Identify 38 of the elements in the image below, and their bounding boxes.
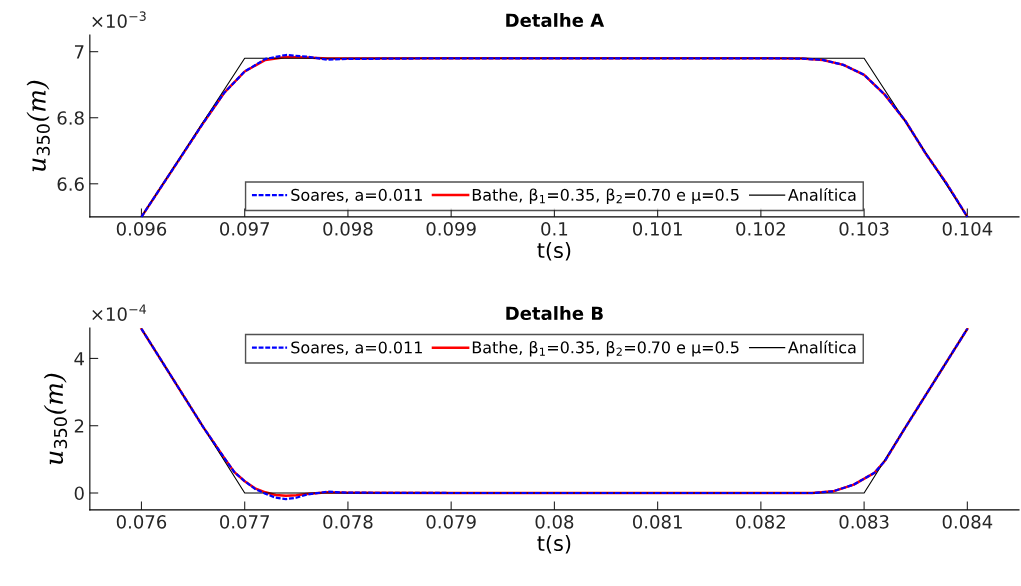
x-axis-title: t(s) xyxy=(537,534,571,554)
y-tick-label: 7 xyxy=(74,45,84,59)
legend-label: Bathe, β$_{1}$=0.35, β$_{2}$=0.70 e μ=0.5 xyxy=(472,188,739,204)
x-tick-label: 0.099 xyxy=(426,222,476,236)
x-tick-label: 0.096 xyxy=(116,222,167,236)
chart-title: Detalhe B xyxy=(506,306,603,321)
y-axis-title: u$_{350}$(m) xyxy=(26,80,50,172)
y-tick-label: 6.8 xyxy=(57,111,84,125)
y-axis-title: u$_{350}$(m) xyxy=(43,373,68,465)
y-tick-label: 4 xyxy=(74,352,84,366)
legend-label: Analítica xyxy=(788,187,856,201)
y-tick-label: 2 xyxy=(74,419,84,433)
x-tick-label: 0.097 xyxy=(220,222,269,236)
x-tick-label: 0.082 xyxy=(736,515,785,529)
x-tick-label: 0.098 xyxy=(323,222,373,236)
legend-label: Bathe, β$_{1}$=0.35, β$_{2}$=0.70 e μ=0.5 xyxy=(472,340,739,357)
x-tick-label: 0.1 xyxy=(541,222,568,236)
text: ×10$^{−3}$ xyxy=(92,11,146,28)
x-tick-label: 0.077 xyxy=(220,515,269,529)
text: ×10$^{−4}$ xyxy=(92,304,147,321)
x-tick-label: 0.084 xyxy=(942,515,993,529)
x-tick-label: 0.076 xyxy=(116,515,167,529)
legend-label: Soares, a=0.011 xyxy=(291,341,422,356)
x-tick-label: 0.103 xyxy=(839,222,889,236)
x-axis-title: t(s) xyxy=(537,241,571,261)
x-tick-label: 0.079 xyxy=(426,515,476,529)
y-tick-label: 0 xyxy=(74,486,84,501)
x-tick-label: 0.078 xyxy=(323,515,373,529)
x-tick-label: 0.08 xyxy=(535,515,574,529)
x-tick-label: 0.101 xyxy=(632,222,682,236)
x-tick-label: 0.081 xyxy=(632,515,682,529)
x-tick-label: 0.102 xyxy=(736,222,785,236)
chart-title: Detalhe A xyxy=(506,13,605,28)
legend-label: Analítica xyxy=(788,340,856,354)
y-tick-label: 6.6 xyxy=(57,177,84,191)
legend-label: Soares, a=0.011 xyxy=(291,188,422,203)
x-tick-label: 0.083 xyxy=(839,515,889,529)
x-tick-label: 0.104 xyxy=(942,222,993,236)
